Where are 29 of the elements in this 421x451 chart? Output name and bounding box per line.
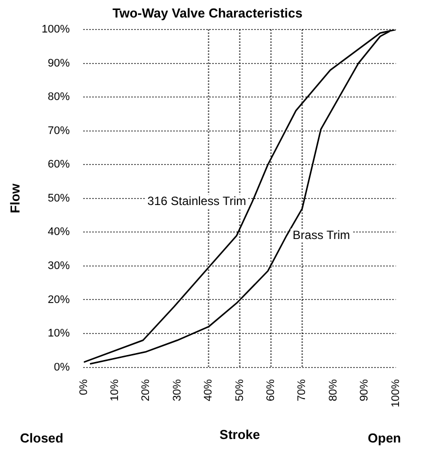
y-tick-label: 20% [48, 294, 70, 306]
text: Closed [20, 430, 64, 446]
y-tick-label: 30% [48, 260, 70, 272]
x-tick-label: 40% [202, 379, 215, 402]
y-tick-label: 80% [48, 91, 70, 104]
x-tick-label: 50% [234, 379, 246, 402]
x-tick-label: 10% [108, 379, 121, 402]
y-tick-label: 40% [48, 226, 70, 238]
x-tick-label: 100% [390, 379, 402, 408]
series-label: Brass Trim [292, 228, 350, 242]
x-tick-label: 80% [327, 379, 340, 402]
y-tick-label: 70% [48, 124, 70, 137]
y-tick-label: 0% [54, 361, 70, 374]
series-label: 316 Stainless Trim [147, 194, 246, 208]
x-tick-label: 60% [265, 379, 278, 402]
chart-title: Two-Way Valve Characteristics [112, 5, 303, 20]
x-tick-label: 0% [78, 379, 90, 396]
y-axis-title: Flow [7, 182, 22, 214]
y-tick-label: 50% [48, 192, 70, 204]
x-tick-label: 90% [358, 379, 371, 402]
x-axis-title: Stroke [220, 426, 260, 442]
y-tick-label: 90% [48, 57, 70, 70]
text: Open [368, 430, 402, 446]
y-tick-label: 60% [48, 158, 70, 171]
x-tick-label: 20% [140, 379, 152, 402]
x-tick-label: 70% [296, 379, 308, 402]
y-tick-label: 100% [42, 24, 70, 36]
y-tick-label: 10% [48, 328, 70, 340]
x-tick-label: 30% [171, 379, 184, 402]
